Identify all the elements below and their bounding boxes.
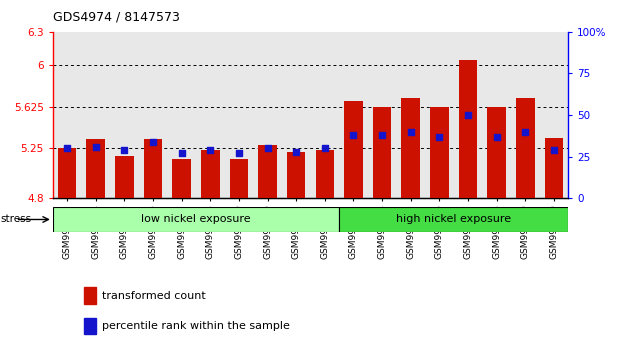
- Bar: [396, 32, 425, 198]
- Point: [520, 129, 530, 135]
- Point: [62, 145, 72, 151]
- Bar: [110, 32, 138, 198]
- Bar: [339, 32, 368, 198]
- Bar: [84, 318, 96, 334]
- Point: [263, 145, 273, 151]
- Point: [234, 150, 244, 156]
- Bar: [430, 107, 448, 198]
- Bar: [368, 32, 396, 198]
- Point: [348, 132, 358, 138]
- Bar: [138, 32, 167, 198]
- Point: [463, 112, 473, 118]
- Bar: [545, 138, 563, 198]
- Point: [320, 145, 330, 151]
- Bar: [344, 101, 363, 198]
- Bar: [425, 32, 454, 198]
- Bar: [81, 32, 110, 198]
- Bar: [53, 32, 81, 198]
- Point: [406, 129, 415, 135]
- Bar: [483, 32, 511, 198]
- Bar: [258, 145, 277, 198]
- Bar: [253, 32, 282, 198]
- Text: percentile rank within the sample: percentile rank within the sample: [102, 321, 290, 331]
- Bar: [282, 32, 310, 198]
- Bar: [86, 139, 105, 198]
- Point: [119, 147, 129, 153]
- Bar: [401, 98, 420, 198]
- Point: [91, 144, 101, 149]
- Bar: [173, 159, 191, 198]
- Bar: [143, 139, 162, 198]
- Bar: [53, 207, 339, 232]
- Bar: [540, 32, 568, 198]
- Bar: [373, 107, 391, 198]
- Text: GDS4974 / 8147573: GDS4974 / 8147573: [53, 11, 179, 24]
- Bar: [84, 287, 96, 304]
- Bar: [459, 59, 478, 198]
- Point: [377, 132, 387, 138]
- Bar: [287, 152, 306, 198]
- Point: [435, 134, 445, 139]
- Bar: [339, 207, 568, 232]
- Point: [206, 147, 215, 153]
- Bar: [225, 32, 253, 198]
- Text: low nickel exposure: low nickel exposure: [141, 215, 251, 224]
- Bar: [201, 150, 220, 198]
- Point: [492, 134, 502, 139]
- Bar: [196, 32, 225, 198]
- Bar: [454, 32, 483, 198]
- Bar: [315, 150, 334, 198]
- Bar: [310, 32, 339, 198]
- Point: [549, 147, 559, 153]
- Text: transformed count: transformed count: [102, 291, 206, 301]
- Point: [291, 149, 301, 154]
- Bar: [516, 98, 535, 198]
- Bar: [58, 148, 76, 198]
- Text: stress: stress: [1, 215, 32, 224]
- Point: [177, 150, 187, 156]
- Bar: [167, 32, 196, 198]
- Text: high nickel exposure: high nickel exposure: [396, 215, 511, 224]
- Point: [148, 139, 158, 144]
- Bar: [230, 159, 248, 198]
- Bar: [487, 107, 506, 198]
- Bar: [511, 32, 540, 198]
- Bar: [115, 156, 134, 198]
